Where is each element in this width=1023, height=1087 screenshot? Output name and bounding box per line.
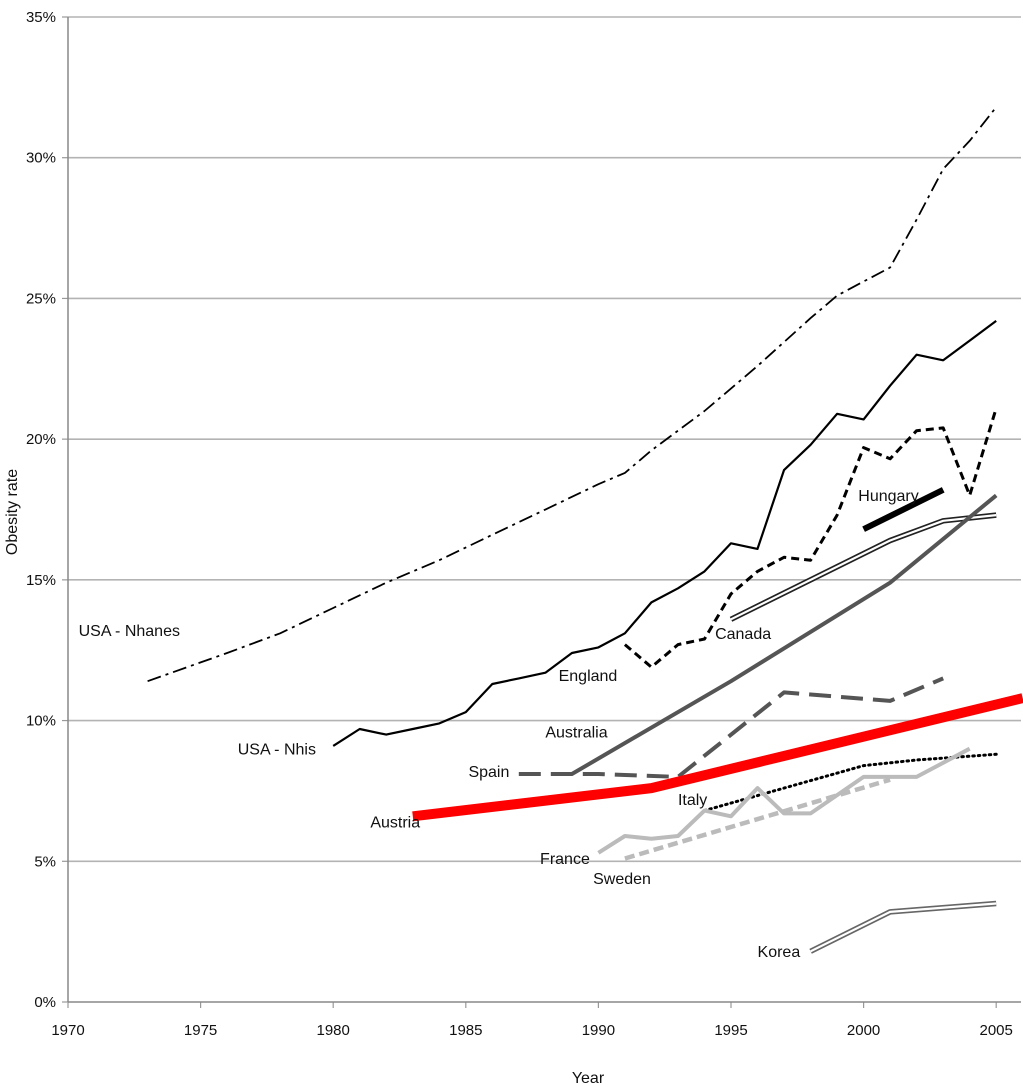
series-line-austria <box>412 693 1023 822</box>
series-line-england <box>623 407 998 669</box>
x-tick-label: 1970 <box>51 1022 84 1039</box>
y-tick-label: 30% <box>26 150 56 167</box>
y-tick-label: 0% <box>34 994 56 1011</box>
x-tick-label: 2000 <box>847 1022 880 1039</box>
series-label-england: England <box>559 668 618 685</box>
series-line-korea-inner <box>810 902 997 953</box>
series-line-canada-inner <box>730 514 997 621</box>
series-label-korea: Korea <box>758 944 801 961</box>
series-line-sweden <box>624 777 891 861</box>
y-tick-label: 15% <box>26 572 56 589</box>
x-tick-label: 1975 <box>184 1022 217 1039</box>
series-line-usa-nhanes <box>147 106 997 683</box>
series-line-australia <box>570 493 998 776</box>
series-label-austria: Austria <box>370 815 420 832</box>
gridlines <box>68 16 1021 863</box>
y-axis-title: Obesity rate <box>4 469 21 555</box>
y-tick-label: 25% <box>26 290 56 307</box>
series-label-spain: Spain <box>468 764 509 781</box>
y-tick-label: 10% <box>26 713 56 730</box>
axes <box>67 17 1021 1003</box>
y-tick-label: 5% <box>34 853 56 870</box>
series-line-canada <box>729 512 997 622</box>
x-tick-label: 1980 <box>317 1022 350 1039</box>
series-label-sweden: Sweden <box>593 871 651 888</box>
y-tick-label: 35% <box>26 9 56 26</box>
series-line-spain <box>518 676 944 779</box>
x-axis-title: Year <box>572 1070 605 1087</box>
series-label-france: France <box>540 851 590 868</box>
series-line-italy <box>703 752 998 813</box>
y-axis-ticks: 0% 5% 10% 15% 20% 25% 30% 35% <box>26 9 68 1011</box>
series-line-france <box>597 746 971 855</box>
x-tick-label: 1995 <box>714 1022 747 1039</box>
x-tick-label: 1990 <box>582 1022 615 1039</box>
x-tick-label: 1985 <box>449 1022 482 1039</box>
series-line-usa-nhis <box>332 320 997 747</box>
series-label-hungary: Hungary <box>858 488 918 505</box>
series-lines <box>147 106 1023 954</box>
series-labels: USA - Nhanes USA - Nhis England Canada Hunga… <box>79 488 919 961</box>
x-tick-label: 2005 <box>980 1022 1013 1039</box>
x-axis-ticks: 1970 1975 1980 1985 1990 1995 2000 2005 <box>51 1002 1013 1039</box>
series-label-canada: Canada <box>715 626 771 643</box>
series-line-hungary <box>862 487 945 532</box>
series-label-usa-nhis: USA - Nhis <box>238 741 316 758</box>
series-label-usa-nhanes: USA - Nhanes <box>79 623 180 640</box>
y-tick-label: 20% <box>26 431 56 448</box>
series-label-australia: Australia <box>545 724 607 741</box>
series-label-italy: Italy <box>678 792 707 809</box>
